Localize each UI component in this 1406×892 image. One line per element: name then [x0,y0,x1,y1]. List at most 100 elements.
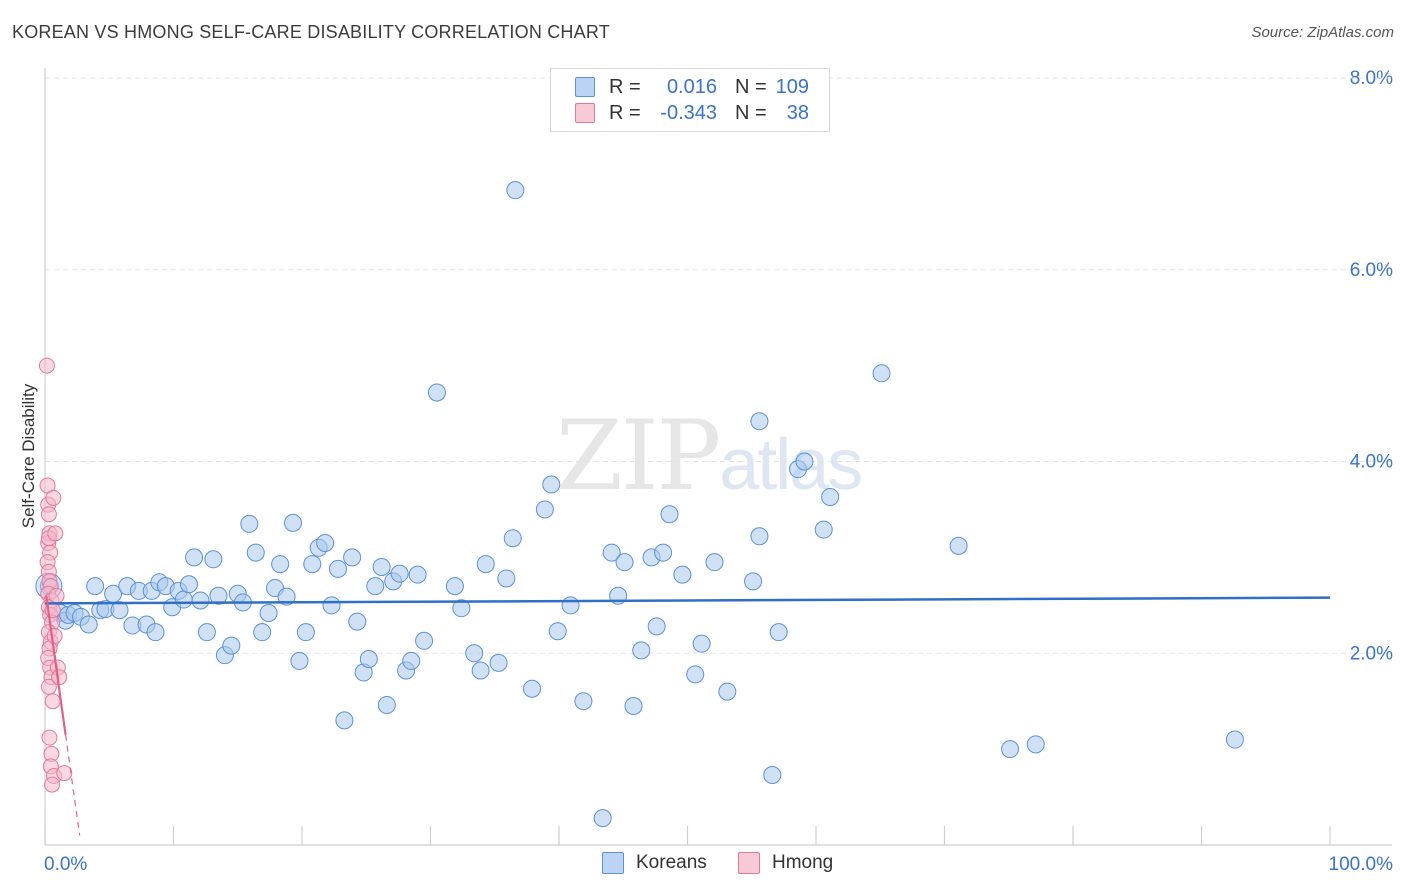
korean-point [408,565,427,584]
korean-point [705,553,724,572]
korean-point [271,555,290,574]
koreans-swatch [575,77,595,97]
korean-point [452,599,471,618]
korean-point [523,679,542,698]
korean-point [372,557,391,576]
hmong-swatch [575,103,595,123]
korean-point [949,536,968,555]
korean-point [535,500,554,519]
hmong-point [44,776,61,793]
korean-point [359,650,378,669]
hmong-point [48,587,65,604]
korean-point [574,692,593,711]
korean-point [593,809,612,828]
korean-point [489,653,508,672]
korean-point [750,527,769,546]
korean-point [795,452,814,471]
legend-item-koreans[interactable]: Koreans [602,852,707,874]
y-tick-label: 4.0% [1350,452,1393,473]
legend-item-hmong[interactable]: Hmong [738,852,833,874]
korean-point [814,520,833,539]
hmong-trend-line [45,595,67,735]
hmong-r-value: -0.343 [660,101,717,124]
korean-point [197,623,216,642]
hmong-n-label: N = [735,101,767,124]
korean-point [377,696,396,715]
koreans-n-label: N = [735,75,767,98]
stats-legend: R = 0.016 N = 109 R = -0.343 N = 38 [550,68,830,132]
hmong-point [38,357,55,374]
chart-title: KOREAN VS HMONG SELF-CARE DISABILITY COR… [12,22,610,42]
korean-point [1225,730,1244,749]
koreans-n-value: 109 [775,75,809,98]
korean-point [316,533,335,552]
korean-point [445,577,464,596]
koreans-r-label: R = [609,75,641,98]
korean-point [471,661,490,680]
korean-point [277,587,296,606]
hmong-legend-label: Hmong [772,852,834,873]
korean-point [284,513,303,532]
korean-point [146,623,165,642]
hmong-n-value: 38 [786,101,809,124]
korean-point [744,572,763,591]
korean-point [185,548,204,567]
korean-point [872,364,891,383]
korean-point [654,543,673,562]
korean-point [632,641,651,660]
korean-point [503,529,522,548]
korean-point [763,766,782,785]
korean-point [222,636,241,655]
hmong-r-label: R = [609,101,641,124]
korean-point [79,615,98,634]
korean-point [366,577,385,596]
korean-point [191,591,210,610]
hmong-point [45,489,62,506]
korean-point [209,586,228,605]
hmong-legend-swatch [738,852,760,874]
korean-point [296,623,315,642]
korean-point [476,555,495,574]
koreans-r-value: 0.016 [666,75,717,98]
korean-point [1001,740,1020,759]
korean-point [647,617,666,636]
korean-point [390,564,409,583]
y-axis-title: Self-Care Disability [19,383,38,528]
korean-point [673,565,692,584]
korean-point [303,555,322,574]
hmong-point [44,693,61,710]
korean-point [348,612,367,631]
korean-point [692,634,711,653]
hmong-trend-extension [64,734,81,836]
korean-point [328,559,347,578]
korean-point [615,553,634,572]
korean-point [769,623,788,642]
korean-point [290,651,309,670]
korean-point [415,631,434,650]
source-label: Source: ZipAtlas.com [1251,24,1394,41]
y-tick-label: 6.0% [1350,260,1393,281]
korean-point [542,475,561,494]
korean-point [86,577,105,596]
legend-row-hmong: R = -0.343 N = 38 [575,101,809,125]
korean-point [718,682,737,701]
koreans-legend-label: Koreans [636,852,707,873]
hmong-point [47,525,64,542]
korean-point [602,543,621,562]
korean-point [561,596,580,615]
x-tick-label: 0.0% [44,854,87,875]
hmong-point [40,506,57,523]
korean-point [259,603,278,622]
korean-point [427,383,446,402]
korean-point [660,505,679,524]
series-legend: Koreans Hmong [0,852,1406,876]
legend-row-koreans: R = 0.016 N = 109 [575,75,809,99]
korean-point [506,181,525,200]
koreans-legend-swatch [602,852,624,874]
y-tick-label: 2.0% [1350,643,1393,664]
korean-point [204,550,223,569]
korean-point [465,644,484,663]
korean-point [179,575,198,594]
hmong-point [56,765,73,782]
